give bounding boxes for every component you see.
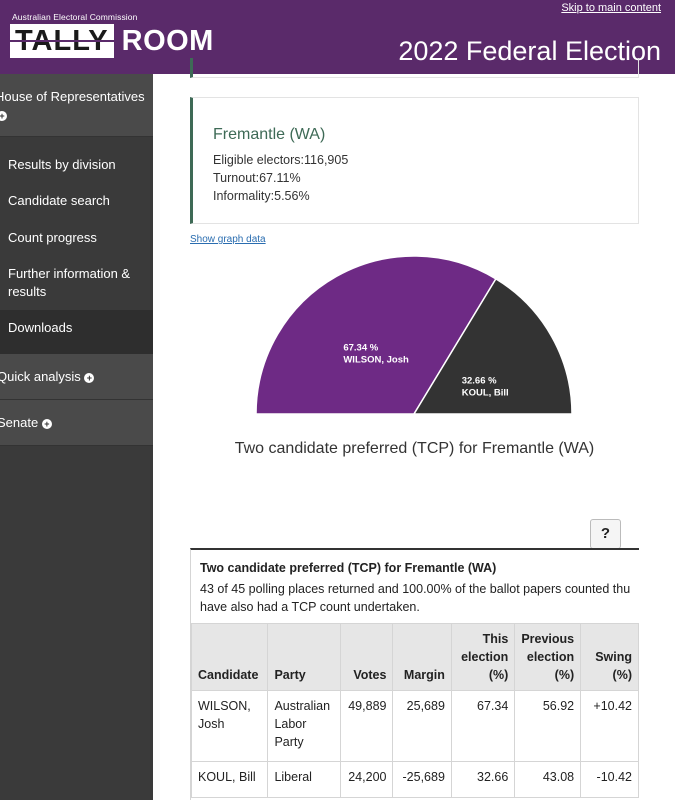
sidebar-item-house[interactable]: House of Representatives + bbox=[0, 74, 153, 137]
help-button[interactable]: ? bbox=[590, 519, 621, 549]
cell-previous-election: 43.08 bbox=[514, 761, 582, 798]
election-title: 2022 Federal Election bbox=[398, 36, 661, 66]
expand-plus-icon[interactable]: + bbox=[0, 110, 7, 121]
sidebar-senate-label: Senate bbox=[0, 415, 39, 430]
division-name: Fremantle (WA) bbox=[213, 126, 326, 143]
tcp-table: Candidate Party Votes Margin This electi… bbox=[191, 623, 639, 798]
pie-slice-1[interactable] bbox=[412, 277, 573, 415]
table-row: WILSON, Josh Australian Labor Party 49,8… bbox=[191, 690, 639, 762]
cell-this-election: 67.34 bbox=[450, 690, 516, 762]
cell-party: Liberal bbox=[267, 761, 341, 798]
sidebar-item-downloads[interactable]: Downloads bbox=[0, 310, 153, 354]
sidebar-quick-analysis-label: Quick analysis bbox=[0, 369, 81, 384]
turnout: Turnout:67.11% bbox=[213, 171, 301, 185]
pie-name-label: WILSON, Josh bbox=[343, 354, 409, 365]
chart-title: Two candidate preferred (TCP) for Freman… bbox=[234, 440, 595, 457]
aec-label: Australian Electoral Commission bbox=[12, 12, 138, 22]
tcp-half-pie: 67.34 %WILSON, Josh 32.66 %KOUL, Bill bbox=[255, 255, 573, 415]
cell-votes: 24,200 bbox=[339, 761, 394, 798]
tcp-chart: 67.34 % WILSON, Josh 32.66 % KOUL, Bill bbox=[190, 250, 639, 420]
sidebar-item-further-information[interactable]: Further information & results bbox=[8, 266, 131, 299]
informality: Informality:5.56% bbox=[213, 189, 310, 203]
col-swing: Swing (%) bbox=[580, 623, 639, 691]
col-margin: Margin bbox=[392, 623, 452, 691]
skip-to-main-link[interactable]: Skip to main content bbox=[561, 2, 661, 14]
cell-party: Australian Labor Party bbox=[267, 690, 341, 762]
expand-plus-icon[interactable]: + bbox=[84, 372, 95, 383]
expand-plus-icon[interactable]: + bbox=[41, 418, 52, 429]
sidebar-item-results-by-division[interactable]: Results by division bbox=[8, 157, 116, 172]
sidebar-item-senate[interactable]: Senate + bbox=[0, 400, 153, 446]
cell-candidate: WILSON, Josh bbox=[191, 690, 269, 762]
table-subtitle: 43 of 45 polling places returned and 100… bbox=[200, 582, 631, 614]
col-this-election: This election (%) bbox=[450, 623, 516, 691]
logo-room-text: ROOM bbox=[121, 24, 214, 57]
pie-value-label: 32.66 % bbox=[462, 375, 497, 386]
cell-margin: -25,689 bbox=[392, 761, 452, 798]
sidebar-house-label: House of Representatives bbox=[0, 89, 145, 104]
division-summary-card: Fremantle (WA) Eligible electors:116,905… bbox=[190, 97, 639, 224]
pie-name-label: KOUL, Bill bbox=[462, 387, 509, 398]
sidebar-item-quick-analysis[interactable]: Quick analysis + bbox=[0, 354, 153, 400]
sidebar-nav: House of Representatives + Results by di… bbox=[0, 74, 153, 800]
tcp-table-panel: Two candidate preferred (TCP) for Freman… bbox=[190, 548, 639, 800]
col-party: Party bbox=[267, 623, 341, 691]
cell-this-election: 32.66 bbox=[450, 761, 516, 798]
cell-votes: 49,889 bbox=[339, 690, 394, 762]
show-graph-data-link[interactable]: Show graph data bbox=[190, 234, 266, 245]
col-votes: Votes bbox=[339, 623, 394, 691]
table-title: Two candidate preferred (TCP) for Freman… bbox=[200, 561, 497, 575]
pie-value-label: 67.34 % bbox=[343, 342, 378, 353]
logo-tally-text: TALLY bbox=[10, 24, 114, 58]
sidebar-item-count-progress[interactable]: Count progress bbox=[8, 230, 97, 245]
eligible-electors: Eligible electors:116,905 bbox=[213, 153, 349, 167]
previous-card-edge bbox=[190, 58, 639, 78]
pie-slice-0[interactable] bbox=[255, 255, 497, 415]
tally-room-logo[interactable]: TALLY ROOM bbox=[10, 24, 214, 58]
cell-previous-election: 56.92 bbox=[514, 690, 582, 762]
cell-swing: +10.42 bbox=[580, 690, 639, 762]
col-previous-election: Previous election (%) bbox=[514, 623, 582, 691]
col-candidate: Candidate bbox=[191, 623, 269, 691]
cell-margin: 25,689 bbox=[392, 690, 452, 762]
cell-candidate: KOUL, Bill bbox=[191, 761, 269, 798]
table-header-row: Candidate Party Votes Margin This electi… bbox=[191, 623, 639, 691]
table-row: KOUL, Bill Liberal 24,200 -25,689 32.66 … bbox=[191, 761, 639, 798]
cell-swing: -10.42 bbox=[580, 761, 639, 798]
sidebar-item-candidate-search[interactable]: Candidate search bbox=[8, 193, 110, 208]
site-header: Skip to main content Australian Electora… bbox=[0, 0, 675, 74]
